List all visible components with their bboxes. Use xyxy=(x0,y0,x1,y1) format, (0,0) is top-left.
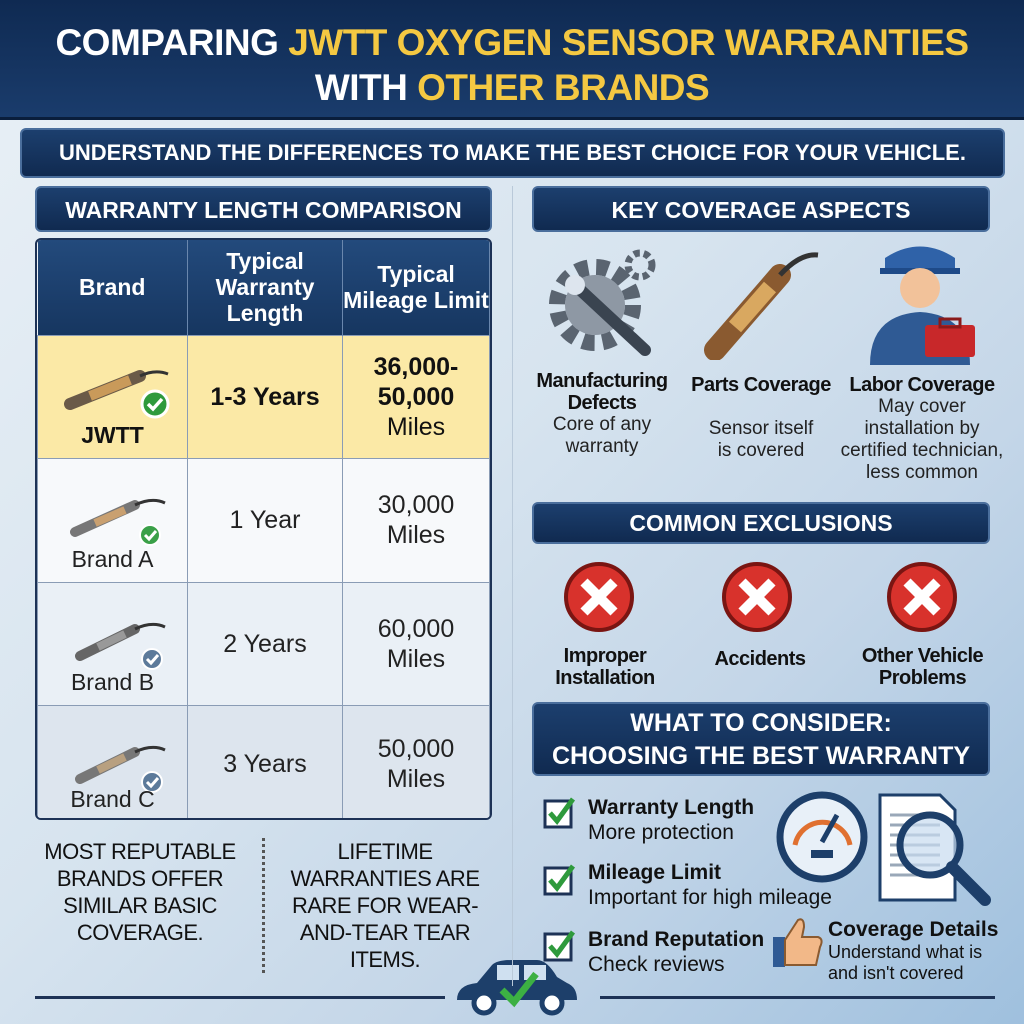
title-line-2: WITH OTHER BRANDS xyxy=(314,67,710,108)
consider-heading: WHAT TO CONSIDER: CHOOSING THE BEST WARRA… xyxy=(532,702,990,776)
consider-item-coverage-details: Coverage Details Understand what is and i… xyxy=(828,918,999,983)
mileage-cell: 50,000 Miles xyxy=(342,704,490,818)
checkbox-checked-icon xyxy=(543,930,576,962)
oxygen-sensor-icon xyxy=(64,369,170,418)
divider xyxy=(262,838,265,973)
table-header-row: Brand Typical Warranty Length Typical Mi… xyxy=(37,240,490,335)
table-row-brand-a: Brand A 1 Year 30,000 Miles xyxy=(37,457,490,583)
speedometer-icon xyxy=(776,791,868,883)
checkbox-checked-icon xyxy=(543,864,576,896)
mileage-cell: 30,000 Miles xyxy=(342,457,490,583)
col-brand: Brand xyxy=(37,240,188,335)
exclusion-other-vehicle-problems: Other Vehicle Problems xyxy=(861,645,984,689)
divider xyxy=(600,996,995,999)
oxygen-sensor-icon xyxy=(75,622,166,670)
coverage-item-parts: Parts Coverage Sensor itself is covered xyxy=(691,374,831,461)
divider xyxy=(512,186,513,986)
length-cell: 1 Year xyxy=(187,457,343,583)
brand-cell: Brand A xyxy=(37,457,188,583)
page-header: COMPARING JWTT OXYGEN SENSOR WARRANTIES … xyxy=(0,0,1024,120)
coverage-item-labor: Labor Coverage May cover installation by … xyxy=(840,374,1004,483)
length-cell: 2 Years xyxy=(187,581,343,706)
coverage-heading: KEY COVERAGE ASPECTS xyxy=(532,186,990,232)
gear-wrench-icon xyxy=(549,249,656,356)
mileage-cell: 60,000 Miles xyxy=(342,581,490,706)
brand-cell: JWTT xyxy=(37,334,188,459)
document-magnifier-icon xyxy=(878,793,991,906)
length-cell: 3 Years xyxy=(187,704,343,818)
title-line-1: COMPARING JWTT OXYGEN SENSOR WARRANTIES xyxy=(55,22,969,63)
consider-item-warranty-length: Warranty Length More protection xyxy=(588,796,755,844)
col-length: Typical Warranty Length xyxy=(187,240,343,335)
x-circle-icon xyxy=(722,562,792,632)
oxygen-sensor-icon xyxy=(704,252,819,360)
table-row-brand-b: Brand B 2 Years 60,000 Miles xyxy=(37,581,490,706)
brand-cell: Brand C xyxy=(37,704,188,818)
note-lifetime-warranties: LIFETIME WARRANTIES ARE RARE FOR WEAR-AN… xyxy=(290,839,481,972)
brand-cell: Brand B xyxy=(37,581,188,706)
car-check-icon xyxy=(457,960,577,1016)
x-circle-icon xyxy=(564,562,634,632)
oxygen-sensor-icon xyxy=(70,498,166,546)
technician-icon xyxy=(870,246,975,365)
divider xyxy=(35,996,445,999)
table-row-brand-c: Brand C 3 Years 50,000 Miles xyxy=(37,704,490,818)
mileage-cell: 36,000-50,000 Miles xyxy=(342,334,490,459)
table-row-jwtt: JWTT 1-3 Years 36,000-50,000 Miles xyxy=(37,334,490,459)
consider-item-mileage-limit: Mileage Limit Important for high mileage xyxy=(588,861,832,909)
coverage-item-manufacturing: Manufacturing Defects Core of any warrant… xyxy=(536,370,668,457)
subtitle-banner: UNDERSTAND THE DIFFERENCES TO MAKE THE B… xyxy=(20,128,1005,178)
exclusion-accidents: Accidents xyxy=(714,648,806,670)
comparison-table: Brand Typical Warranty Length Typical Mi… xyxy=(35,238,492,820)
oxygen-sensor-icon xyxy=(75,745,166,793)
thumbs-up-icon xyxy=(773,918,823,967)
length-cell: 1-3 Years xyxy=(187,334,343,459)
exclusion-improper-installation: Improper Installation xyxy=(555,645,655,689)
consider-item-brand-reputation: Brand Reputation Check reviews xyxy=(588,928,765,976)
exclusions-heading: COMMON EXCLUSIONS xyxy=(532,502,990,544)
note-reputable-brands: MOST REPUTABLE BRANDS OFFER SIMILAR BASI… xyxy=(44,839,236,945)
comparison-heading: WARRANTY LENGTH COMPARISON xyxy=(35,186,492,232)
x-circle-icon xyxy=(887,562,957,632)
col-mileage: Typical Mileage Limit xyxy=(342,240,490,335)
checkbox-checked-icon xyxy=(543,797,576,829)
